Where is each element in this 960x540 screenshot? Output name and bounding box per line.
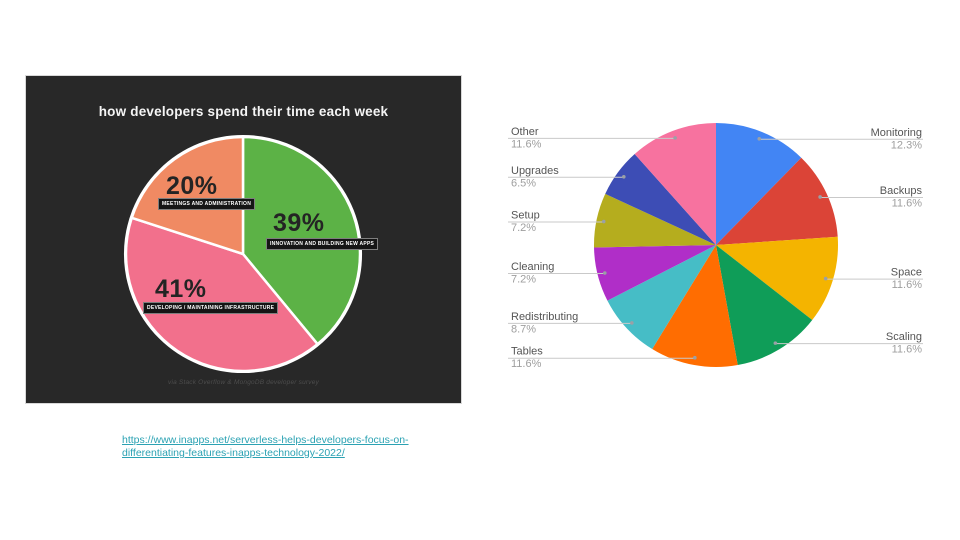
- leader-dot-cleaning: [602, 271, 607, 275]
- tasks-pie: Monitoring12.3%Backups11.6%Space11.6%Sca…: [508, 123, 923, 370]
- slice-pct-setup: 7.2%: [511, 222, 536, 234]
- slice-label-other: Other: [511, 126, 539, 138]
- pie-slice-redistributing: [607, 245, 716, 349]
- leader-dot-scaling: [773, 341, 778, 345]
- pie-slice-cleaning: [594, 245, 716, 301]
- pie-slice-upgrades: [605, 154, 716, 245]
- slice-label-space: Space: [891, 267, 922, 279]
- dev-time-pie: [123, 134, 363, 374]
- source-url-link[interactable]: https://www.inapps.net/serverless-helps-…: [122, 434, 432, 460]
- source-url-line-1: https://www.inapps.net/serverless-helps-…: [122, 434, 409, 446]
- slice-label-setup: Setup: [511, 210, 540, 222]
- pct-label-developing: 41%: [155, 275, 207, 303]
- source-url-line-2: differentiating-features-inapps-technolo…: [122, 447, 345, 459]
- pie-slice-other: [634, 123, 716, 245]
- slice-name-innovation: INNOVATION AND BUILDING NEW APPS: [266, 238, 379, 250]
- slice-name-developing: DEVELOPING / MAINTAINING INFRASTRUCTURE: [143, 302, 279, 314]
- leader-dot-other: [673, 136, 677, 140]
- slice-label-upgrades: Upgrades: [511, 165, 559, 177]
- slice-pct-monitoring: 12.3%: [891, 139, 922, 151]
- pie-slice-tables: [652, 245, 738, 367]
- slice-label-backups: Backups: [880, 185, 923, 197]
- pie-slice-monitoring: [716, 123, 802, 245]
- slice-label-scaling: Scaling: [886, 331, 922, 343]
- pct-label-innovation: 39%: [273, 209, 325, 237]
- slice-label-cleaning: Cleaning: [511, 261, 554, 273]
- dev-time-chart-title: how developers spend their time each wee…: [98, 104, 389, 119]
- chart-source-caption: via Stack Overflow & MongoDB developer s…: [168, 379, 319, 386]
- leader-dot-setup: [601, 219, 606, 224]
- slice-label-redistributing: Redistributing: [511, 311, 578, 323]
- leader-dot-monitoring: [757, 136, 762, 141]
- slice-label-monitoring: Monitoring: [871, 127, 922, 139]
- leader-dot-redistributing: [630, 321, 634, 325]
- slice-name-meetings: MEETINGS AND ADMINISTRATION: [158, 198, 256, 210]
- leader-dot-space: [823, 276, 828, 281]
- slice-pct-upgrades: 6.5%: [511, 177, 536, 189]
- pie-slice-backups: [716, 157, 838, 245]
- leader-dot-backups: [818, 195, 822, 199]
- pie-slice-space: [716, 236, 838, 320]
- pie-slice-scaling: [716, 245, 813, 366]
- dev-time-chart-image[interactable]: how developers spend their time each wee…: [25, 75, 462, 404]
- pie-slice-setup: [594, 193, 716, 248]
- source-url-block: https://www.inapps.net/serverless-helps-…: [122, 434, 432, 460]
- slice-pct-tables: 11.6%: [511, 358, 542, 370]
- slice-pct-cleaning: 7.2%: [511, 274, 536, 286]
- slice-pct-other: 11.6%: [511, 138, 542, 150]
- slice-pct-scaling: 11.6%: [892, 344, 923, 356]
- slice-pct-redistributing: 8.7%: [511, 323, 536, 335]
- leader-dot-tables: [693, 355, 697, 360]
- slice-pct-space: 11.6%: [892, 279, 923, 291]
- pct-label-meetings: 20%: [166, 172, 218, 200]
- slice-pct-backups: 11.6%: [892, 197, 923, 209]
- leader-dot-upgrades: [621, 175, 626, 179]
- slice-label-tables: Tables: [511, 346, 543, 358]
- tasks-chart[interactable]: Monitoring 12.3% Backups 11.6% Space 11.6% Sca…: [490, 110, 950, 390]
